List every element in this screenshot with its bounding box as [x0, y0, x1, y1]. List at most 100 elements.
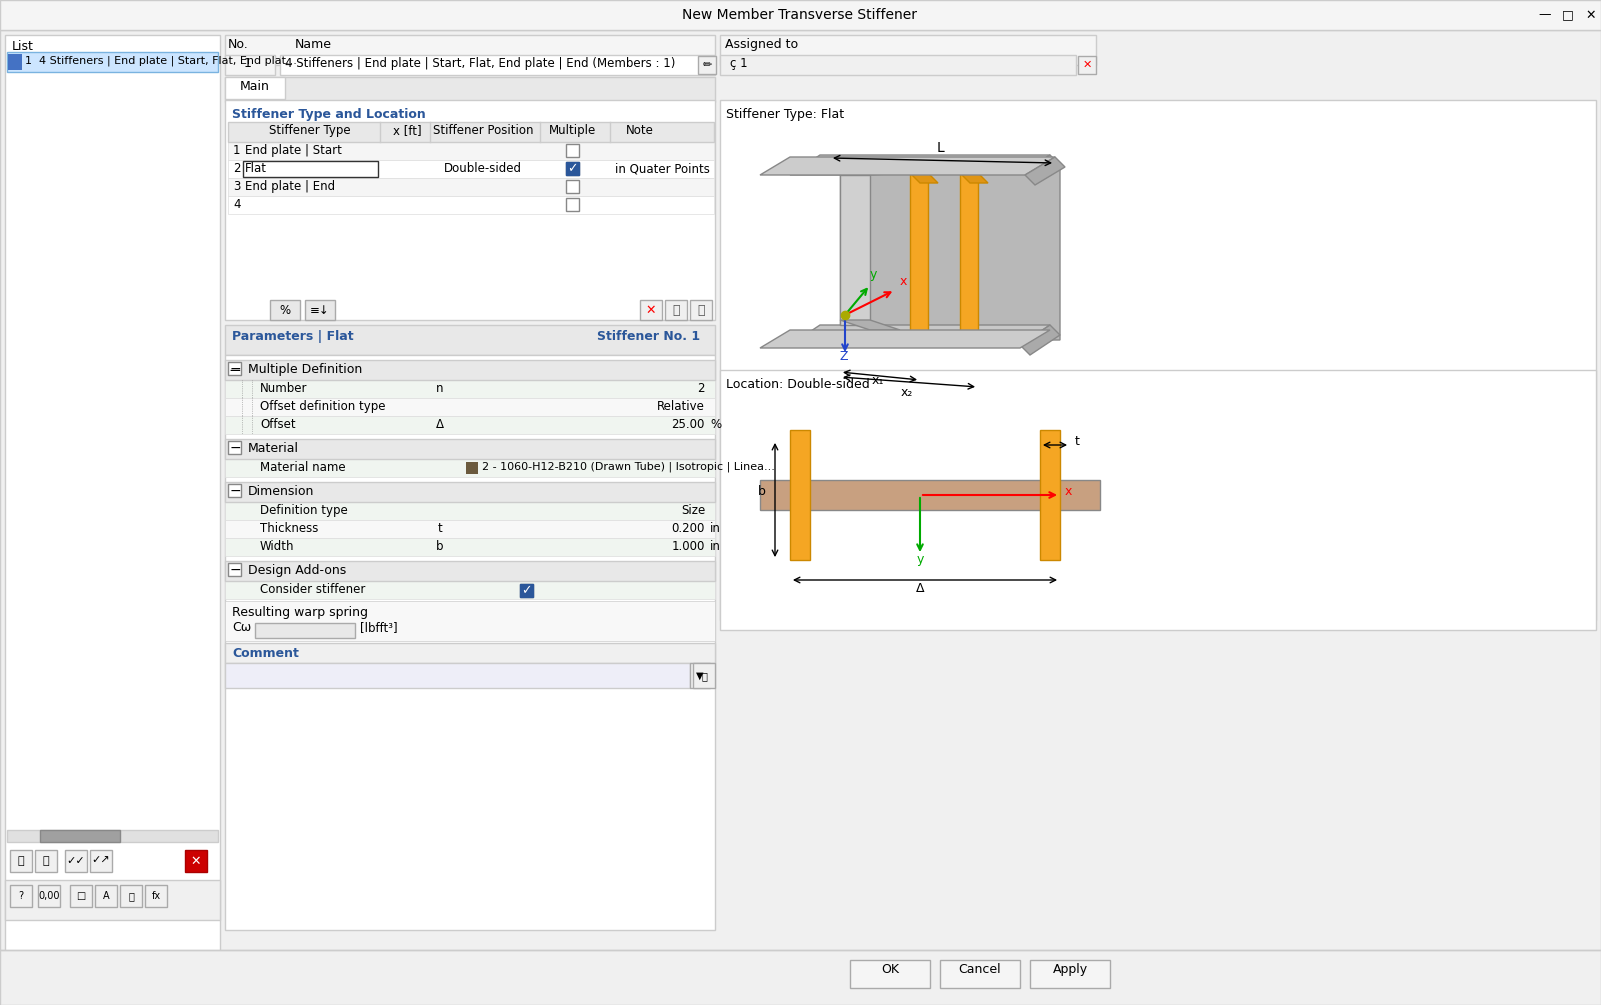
Polygon shape	[909, 173, 938, 183]
Text: Note: Note	[626, 124, 653, 137]
Bar	[227, 178, 714, 196]
Text: b: b	[757, 485, 765, 498]
Bar	[306, 300, 335, 320]
Polygon shape	[760, 157, 1055, 175]
Text: Δ: Δ	[916, 582, 924, 595]
Bar	[146, 885, 167, 907]
Text: ✓✓: ✓✓	[67, 856, 85, 866]
Bar	[227, 441, 242, 454]
Bar	[720, 55, 1076, 75]
Text: %: %	[280, 304, 290, 317]
Text: ✕: ✕	[1585, 8, 1596, 21]
Text: %: %	[709, 418, 720, 431]
Bar	[120, 885, 142, 907]
Text: Location: Double-sided: Location: Double-sided	[725, 378, 869, 391]
Bar	[186, 850, 207, 872]
Text: 📊: 📊	[672, 304, 680, 317]
Text: 📊: 📊	[698, 304, 704, 317]
Text: Main: Main	[240, 80, 271, 93]
Bar	[90, 850, 112, 872]
Text: Offset definition type: Offset definition type	[259, 400, 386, 413]
Bar	[226, 416, 716, 434]
Bar	[698, 56, 716, 74]
Bar	[466, 462, 479, 474]
Text: No.: No.	[227, 38, 248, 51]
Text: ▼: ▼	[696, 671, 704, 681]
Text: ✕: ✕	[1082, 60, 1092, 70]
Text: ç 1: ç 1	[730, 57, 748, 70]
Bar	[243, 161, 378, 177]
Text: ✓: ✓	[522, 584, 532, 597]
Text: x₂: x₂	[901, 386, 913, 399]
Text: ✕: ✕	[645, 304, 656, 317]
Bar	[1041, 430, 1060, 560]
Bar	[227, 122, 714, 142]
Bar	[760, 480, 1100, 510]
Text: 2 - 1060-H12-B210 (Drawn Tube) | Isotropic | Linea...: 2 - 1060-H12-B210 (Drawn Tube) | Isotrop…	[482, 461, 775, 471]
Text: 1.000: 1.000	[672, 540, 704, 553]
Text: 4 Stiffeners | End plate | Start, Flat, End plate | End (Members : 1): 4 Stiffeners | End plate | Start, Flat, …	[285, 57, 676, 70]
Bar	[226, 77, 716, 102]
Text: Name: Name	[295, 38, 331, 51]
Bar	[226, 482, 716, 502]
Text: ≡↓: ≡↓	[311, 304, 330, 317]
Bar	[720, 35, 1097, 65]
Bar	[6, 830, 218, 842]
Polygon shape	[841, 175, 900, 195]
Polygon shape	[1020, 155, 1060, 185]
Text: −: −	[229, 362, 240, 376]
Bar	[720, 100, 1596, 620]
Polygon shape	[1025, 157, 1065, 185]
Bar	[226, 643, 716, 663]
Text: A: A	[102, 891, 109, 901]
Text: −: −	[229, 441, 240, 455]
Bar	[720, 370, 1596, 630]
Text: Cω: Cω	[232, 621, 251, 634]
Text: 1: 1	[243, 57, 251, 70]
Bar	[6, 52, 218, 72]
Text: New Member Transverse Stiffener: New Member Transverse Stiffener	[682, 8, 917, 22]
Text: Δ: Δ	[435, 418, 443, 431]
Text: Comment: Comment	[232, 647, 299, 660]
Bar	[520, 584, 533, 597]
Polygon shape	[961, 173, 978, 343]
Polygon shape	[841, 320, 900, 330]
Bar	[1029, 960, 1109, 988]
Text: Offset: Offset	[259, 418, 296, 431]
Bar	[280, 55, 716, 75]
Text: 3: 3	[234, 180, 240, 193]
Text: 0,00: 0,00	[38, 891, 59, 901]
Text: Size: Size	[680, 504, 704, 517]
Bar	[1077, 56, 1097, 74]
Bar	[567, 198, 580, 211]
Polygon shape	[961, 173, 988, 183]
Text: Stiffener Type: Flat: Stiffener Type: Flat	[725, 108, 844, 121]
Bar	[226, 601, 716, 641]
Text: 4: 4	[234, 198, 240, 211]
Text: x₁: x₁	[873, 374, 884, 387]
Text: n: n	[435, 382, 443, 395]
Text: b: b	[435, 540, 443, 553]
Bar	[70, 885, 91, 907]
Text: Width: Width	[259, 540, 295, 553]
Bar	[789, 430, 810, 560]
Text: x [ft]: x [ft]	[392, 124, 421, 137]
Text: ✓: ✓	[567, 162, 578, 175]
Bar	[850, 960, 930, 988]
Bar	[8, 54, 22, 70]
Bar	[66, 850, 86, 872]
Bar	[567, 162, 580, 175]
Text: Dimension: Dimension	[248, 485, 314, 498]
Text: 1: 1	[234, 144, 240, 157]
Bar	[690, 300, 712, 320]
Bar	[226, 100, 716, 320]
Text: −: −	[229, 363, 242, 378]
Bar	[5, 880, 219, 920]
Text: 👁: 👁	[128, 891, 134, 901]
Text: in: in	[709, 522, 720, 535]
Text: Stiffener Type and Location: Stiffener Type and Location	[232, 108, 426, 121]
Bar	[227, 142, 714, 160]
Text: 2: 2	[698, 382, 704, 395]
Bar	[226, 520, 716, 538]
Bar	[0, 0, 1601, 30]
